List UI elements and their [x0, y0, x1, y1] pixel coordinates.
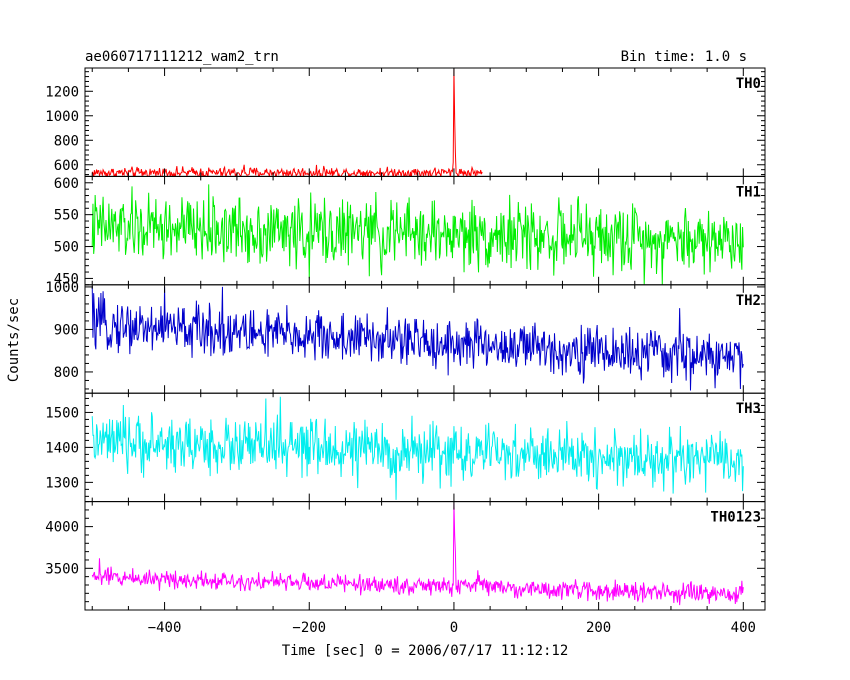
x-tick-label: −400	[148, 620, 182, 636]
panel-label: TH3	[736, 401, 761, 417]
y-tick-label: 800	[54, 365, 79, 381]
x-tick-label: 0	[450, 620, 458, 636]
y-tick-label: 600	[54, 176, 79, 192]
y-tick-label: 550	[54, 208, 79, 224]
x-tick-label: 200	[586, 620, 611, 636]
x-tick-label: −200	[292, 620, 326, 636]
chart-title: ae060717111212_wam2_trn	[85, 49, 279, 65]
y-tick-label: 1000	[45, 109, 79, 125]
y-tick-label: 1500	[45, 405, 79, 421]
series-line-th0	[91, 69, 483, 177]
x-axis-label: Time [sec] 0 = 2006/07/17 11:12:12	[282, 643, 569, 659]
y-tick-label: 450	[54, 271, 79, 287]
y-tick-label: 3500	[45, 561, 79, 577]
y-tick-label: 1000	[45, 280, 79, 296]
panels-group: 600 800 1000 1200 TH0 450 500 550 600 TH1 800 900 10…	[45, 67, 766, 636]
panel-label: TH0123	[710, 510, 761, 526]
panel-frame	[84, 67, 766, 177]
panel-th2: 800 900 1000 TH2	[45, 280, 766, 394]
series-line-th3	[91, 396, 744, 500]
y-tick-label: 1400	[45, 440, 79, 456]
y-tick-label: 500	[54, 240, 79, 256]
panel-th0123: 3500 4000 TH0123	[45, 501, 766, 611]
y-tick-label: 1300	[45, 475, 79, 491]
series-line-th2	[91, 286, 744, 391]
panel-label: TH1	[736, 184, 761, 200]
x-tick-label: 400	[731, 620, 756, 636]
y-tick-label: 4000	[45, 520, 79, 536]
y-tick-label: 1200	[45, 84, 79, 100]
y-axis-label: Counts/sec	[6, 298, 22, 382]
bin-time-label: Bin time: 1.0 s	[621, 49, 747, 65]
panel-th0: 600 800 1000 1200 TH0	[45, 67, 766, 177]
panel-label: TH2	[736, 293, 761, 309]
panel-th3: 1300 1400 1500 TH3	[45, 392, 766, 503]
y-tick-label: 800	[54, 133, 79, 149]
panel-th1: 450 500 550 600 TH1	[54, 176, 766, 287]
panel-frame	[84, 501, 766, 611]
series-line-th1	[91, 184, 744, 285]
panel-label: TH0	[736, 76, 761, 92]
y-tick-label: 600	[54, 158, 79, 174]
series-line-th0123	[91, 503, 744, 606]
y-tick-label: 900	[54, 322, 79, 338]
